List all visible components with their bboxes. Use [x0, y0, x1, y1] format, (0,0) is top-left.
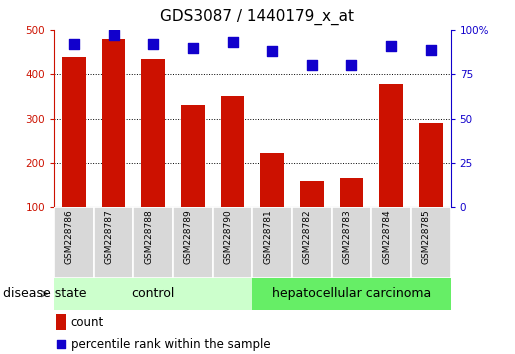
Text: GSM228783: GSM228783: [342, 209, 352, 264]
Point: [109, 33, 117, 38]
Text: GSM228781: GSM228781: [263, 209, 272, 264]
Bar: [54, 207, 94, 278]
Point: [307, 63, 316, 68]
Text: GSM228789: GSM228789: [184, 209, 193, 264]
Bar: [94, 207, 133, 278]
Text: percentile rank within the sample: percentile rank within the sample: [71, 338, 270, 351]
Bar: [62, 57, 86, 207]
Bar: [133, 207, 173, 278]
Bar: [181, 105, 205, 207]
Bar: [411, 207, 451, 278]
Text: hepatocellular carcinoma: hepatocellular carcinoma: [272, 287, 431, 300]
Text: GSM228790: GSM228790: [224, 209, 233, 264]
Text: GSM228787: GSM228787: [105, 209, 113, 264]
Text: GSM228782: GSM228782: [303, 209, 312, 264]
Bar: [220, 96, 245, 207]
Bar: [56, 314, 66, 330]
Text: count: count: [71, 316, 104, 329]
Bar: [339, 178, 364, 207]
Point: [149, 41, 157, 47]
Bar: [101, 39, 126, 207]
Point: [426, 47, 435, 52]
Bar: [332, 207, 371, 278]
Bar: [141, 59, 165, 207]
Bar: [260, 153, 284, 207]
Text: GSM228784: GSM228784: [382, 209, 391, 264]
Bar: [252, 207, 292, 278]
Bar: [213, 207, 252, 278]
Bar: [419, 123, 443, 207]
Bar: [173, 207, 213, 278]
Text: GSM228788: GSM228788: [144, 209, 153, 264]
Point: [188, 45, 197, 51]
Text: GSM228786: GSM228786: [65, 209, 74, 264]
Text: GSM228785: GSM228785: [422, 209, 431, 264]
Text: GDS3087 / 1440179_x_at: GDS3087 / 1440179_x_at: [161, 9, 354, 25]
Text: disease state: disease state: [3, 287, 86, 300]
Point: [228, 40, 236, 45]
Point: [57, 341, 65, 347]
Bar: [252, 278, 451, 310]
Point: [387, 43, 396, 49]
Point: [70, 41, 78, 47]
Bar: [300, 181, 324, 207]
Text: control: control: [131, 287, 175, 300]
Bar: [292, 207, 332, 278]
Point: [347, 63, 355, 68]
Bar: [54, 278, 252, 310]
Bar: [379, 84, 403, 207]
Point: [268, 48, 276, 54]
Bar: [371, 207, 411, 278]
